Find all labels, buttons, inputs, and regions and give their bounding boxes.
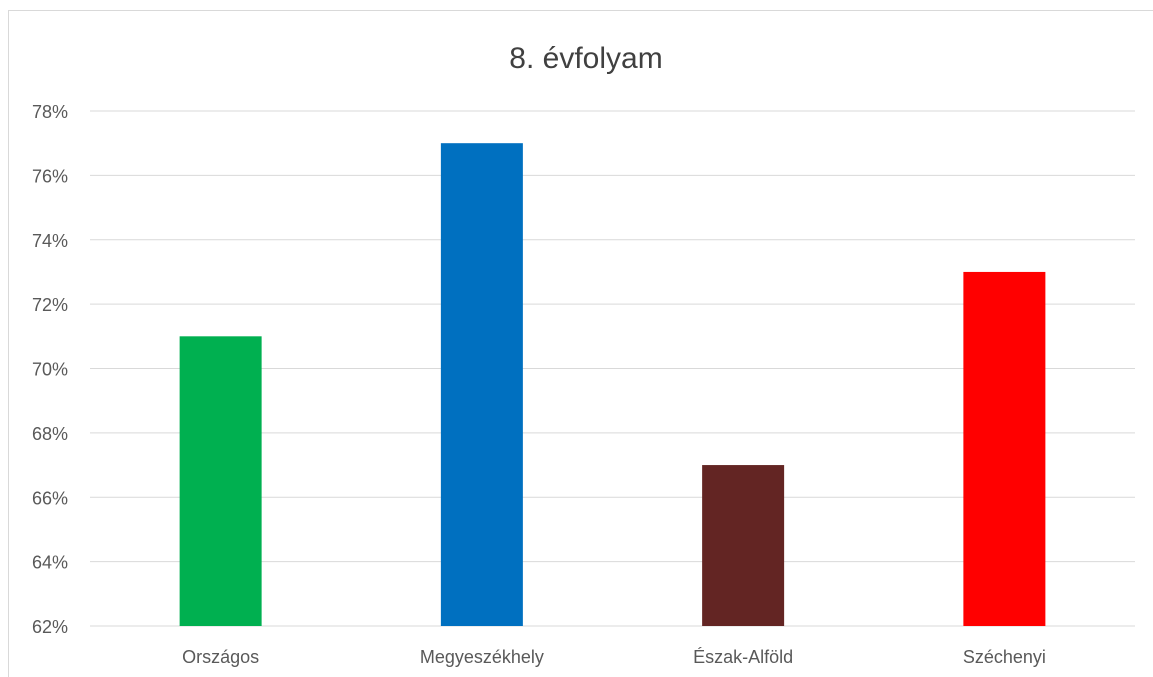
bar-3	[702, 465, 785, 626]
y-tick-label: 78%	[32, 102, 68, 122]
x-tick-label: Széchenyi	[963, 647, 1046, 667]
gridlines	[90, 110, 1135, 627]
y-tick-label: 70%	[32, 360, 68, 380]
y-tick-label: 66%	[32, 488, 68, 508]
y-tick-label: 76%	[32, 166, 68, 186]
y-axis: 62% 64% 66% 68% 70% 72% 74% 76% 78%	[32, 102, 68, 637]
y-tick-label: 62%	[32, 617, 68, 637]
bar-2	[440, 143, 523, 626]
x-axis: Országos Megyeszékhely Észak-Alföld Széchen…	[182, 647, 1046, 667]
x-tick-label: Megyeszékhely	[420, 647, 544, 667]
bars	[179, 143, 1046, 626]
y-tick-label: 74%	[32, 231, 68, 251]
y-tick-label: 68%	[32, 424, 68, 444]
x-tick-label: Észak-Alföld	[693, 647, 793, 667]
bar-1	[179, 336, 262, 626]
chart-title: 8. évfolyam	[509, 42, 662, 75]
y-tick-label: 72%	[32, 295, 68, 315]
bar-4	[963, 271, 1046, 626]
x-tick-label: Országos	[182, 647, 259, 667]
y-tick-label: 64%	[32, 553, 68, 573]
